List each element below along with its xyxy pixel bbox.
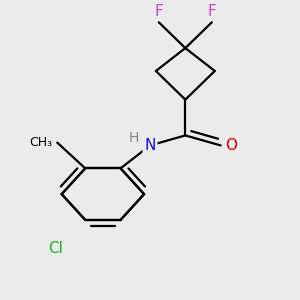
Text: F: F bbox=[208, 4, 216, 20]
Text: H: H bbox=[129, 131, 139, 145]
Text: CH₃: CH₃ bbox=[30, 136, 53, 149]
Text: O: O bbox=[225, 138, 237, 153]
Text: Cl: Cl bbox=[48, 242, 63, 256]
Text: N: N bbox=[144, 138, 156, 153]
Text: F: F bbox=[154, 4, 163, 20]
